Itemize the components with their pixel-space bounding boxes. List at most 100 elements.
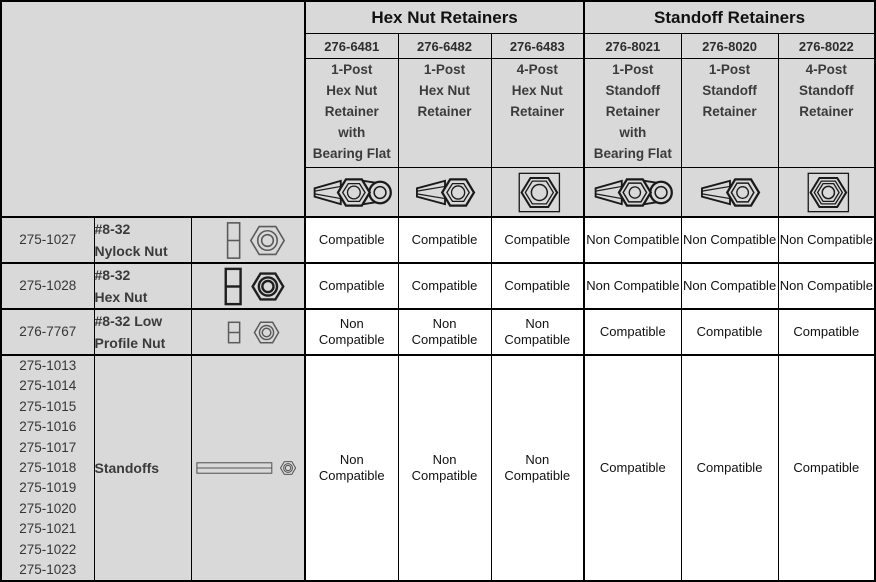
text-line: #8-32 <box>94 267 131 283</box>
group-header-row: Hex Nut Retainers Standoff Retainers <box>0 0 876 218</box>
nylock-nut-icon <box>190 216 306 264</box>
low-profile-nut-icon <box>190 308 306 356</box>
compatibility-cell: Compatible <box>777 353 876 582</box>
text-line: 275-1015 <box>19 398 77 414</box>
text-line: Hex Nut <box>326 83 378 98</box>
compatibility-cell: Compatible <box>397 262 492 310</box>
table-row: 275-1027 #8-32 Nylock Nut Compatible Comp… <box>0 216 876 264</box>
text-line: Hex Nut <box>511 83 563 98</box>
text-line: Retainer <box>605 104 660 119</box>
text-line: 275-1013 <box>19 358 77 373</box>
retainer-1post-bearing-flat-icon <box>583 167 682 218</box>
compatibility-cell: Non Compatible <box>397 353 492 582</box>
compatibility-cell: Non Compatible <box>583 262 682 310</box>
compatibility-cell: Compatible <box>680 308 779 356</box>
text-line: Retainer <box>417 104 472 119</box>
compatibility-cell: Compatible <box>490 262 585 310</box>
text-line: Standoff <box>702 83 757 98</box>
text-line: Standoff <box>605 83 661 98</box>
compatibility-cell: Non Compatible <box>777 216 876 264</box>
text-line: 4-Post <box>805 62 847 77</box>
standoff-icon <box>190 353 306 582</box>
retainer-1post-icon <box>397 167 492 218</box>
compatibility-cell: Compatible <box>304 262 399 310</box>
text-line: 275-1027 <box>19 231 77 247</box>
row-part-numbers: 276-7767 <box>0 308 95 356</box>
text-line: 275-1014 <box>19 378 77 394</box>
text-line: Retainer <box>510 104 565 119</box>
group-header-hex-nut-retainers: Hex Nut Retainers <box>304 0 585 34</box>
column-part-number: 276-6482 <box>397 33 492 59</box>
text-line: Standoff <box>798 83 854 98</box>
hex-nut-icon <box>190 262 306 310</box>
compatibility-cell: Compatible <box>680 353 779 582</box>
group-header-standoff-retainers: Standoff Retainers <box>583 0 876 34</box>
retainer-1post-bearing-flat-icon <box>304 167 399 218</box>
column-part-number: 276-8021 <box>583 33 682 59</box>
retainer-4post-icon <box>777 167 876 218</box>
text-line: 275-1022 <box>19 541 77 557</box>
text-line: 275-1020 <box>19 500 77 516</box>
column-description: 1-Post Hex Nut Retainer <box>397 58 492 168</box>
column-description: 1-Post Standoff Retainer <box>680 58 779 168</box>
row-name: #8-32 Low Profile Nut <box>93 308 192 356</box>
row-name: Standoffs <box>93 353 192 582</box>
text-line: 1-Post <box>708 62 751 77</box>
compatibility-cell: Non Compatible <box>680 216 779 264</box>
text-line: #8-32 Low <box>94 313 163 329</box>
compatibility-cell: Compatible <box>583 353 682 582</box>
text-line: 275-1028 <box>19 277 77 293</box>
text-line: 275-1021 <box>19 521 77 537</box>
text-line: Retainer <box>799 104 854 119</box>
text-line: Nylock Nut <box>94 243 168 259</box>
column-part-number: 276-8020 <box>680 33 779 59</box>
table-row: 276-7767 #8-32 Low Profile Nut Non Compat… <box>0 308 876 356</box>
text-line: 275-1019 <box>19 480 77 496</box>
text-line: Hex Nut <box>94 289 148 305</box>
column-description: 4-Post Hex Nut Retainer <box>490 58 585 168</box>
text-line: 275-1018 <box>19 460 77 476</box>
text-line: 275-1023 <box>19 562 77 578</box>
text-line: 1-Post <box>331 62 373 77</box>
text-line: 276-7767 <box>19 323 77 339</box>
column-part-number: 276-6481 <box>304 33 399 59</box>
row-name: #8-32 Nylock Nut <box>93 216 192 264</box>
text-line: Standoffs <box>94 460 160 477</box>
text-line: Retainer <box>702 104 757 119</box>
retainer-image-row <box>1 167 876 218</box>
column-description: 1-Post Hex Nut Retainer with Bearing Flat <box>304 58 399 168</box>
compatibility-cell: Compatible <box>397 216 492 264</box>
text-line: 275-1017 <box>19 439 77 455</box>
column-description: 4-Post Standoff Retainer <box>777 58 876 168</box>
text-line: Retainer <box>324 104 379 119</box>
compatibility-cell: Non Compatible <box>397 308 492 356</box>
text-line: 275-1016 <box>19 419 77 435</box>
column-description: 1-Post Standoff Retainer with Bearing Flat <box>583 58 682 168</box>
compatibility-cell: Compatible <box>490 216 585 264</box>
table-row: 275-1013 275-1014 275-1015 275-1016 275-1017… <box>0 353 876 582</box>
table-row: 275-1028 #8-32 Hex Nut Compatible Compati… <box>0 262 876 310</box>
text-line: Hex Nut <box>419 83 471 98</box>
part-number-header-row: 276-6481 276-6482 276-6483 276-8021 276-… <box>1 33 876 59</box>
row-name: #8-32 Hex Nut <box>93 262 192 310</box>
compatibility-cell: Non Compatible <box>583 216 682 264</box>
retainer-1post-icon <box>680 167 779 218</box>
compatibility-cell: Compatible <box>777 308 876 356</box>
text-line: 1-Post <box>423 62 466 77</box>
compatibility-cell: Non Compatible <box>777 262 876 310</box>
text-line: Bearing Flat <box>312 146 391 161</box>
description-header-row: 1-Post Hex Nut Retainer with Bearing Flat 1-… <box>1 58 876 168</box>
compatibility-cell: Non Compatible <box>490 308 585 356</box>
compatibility-cell: Non Compatible <box>490 353 585 582</box>
column-part-number: 276-8022 <box>777 33 876 59</box>
text-line: Profile Nut <box>94 335 166 351</box>
compatibility-cell: Non Compatible <box>304 308 399 356</box>
text-line: 4-Post <box>516 62 558 77</box>
text-line: #8-32 <box>94 221 131 237</box>
text-line: with <box>619 125 647 140</box>
compatibility-cell: Non Compatible <box>680 262 779 310</box>
corner-cell <box>0 0 306 218</box>
text-line: Bearing Flat <box>593 146 672 161</box>
